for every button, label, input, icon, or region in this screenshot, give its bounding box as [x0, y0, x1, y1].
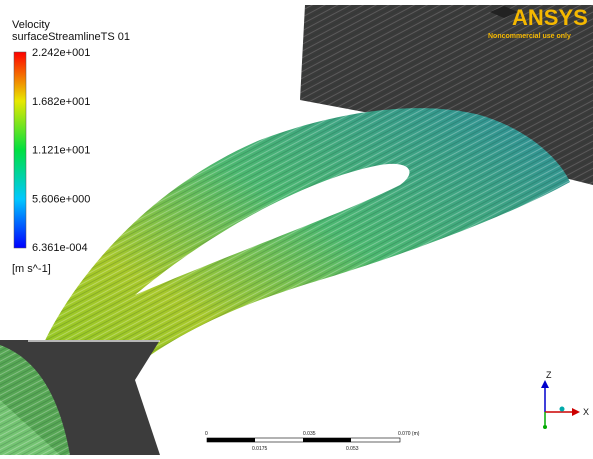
legend-unit: [m s^-1] [12, 263, 51, 275]
scale-label: 0 [205, 431, 208, 437]
legend-label: 5.606e+000 [32, 193, 90, 205]
legend-title: Velocity [12, 19, 50, 31]
legend-labels: 2.242e+001 1.682e+001 1.121e+001 5.606e+000… [32, 47, 90, 254]
legend-label: 1.682e+001 [32, 96, 90, 108]
logo-name: ANSYS [512, 5, 588, 30]
logo-note: Noncommercial use only [488, 33, 571, 40]
scale-label: 0.0175 [252, 446, 268, 452]
axis-label: X [583, 407, 589, 417]
scale-bar [207, 438, 400, 442]
scale-label: 0.053 [346, 446, 359, 452]
cfd-view: Velocity surfaceStreamlineTS 01 2.242e+0… [0, 0, 593, 459]
legend-label: 6.361e-004 [32, 242, 88, 254]
legend-label: 1.121e+001 [32, 145, 90, 157]
scale-label: 0.035 [303, 431, 316, 437]
legend-label: 2.242e+001 [32, 47, 90, 59]
legend-subtitle: surfaceStreamlineTS 01 [12, 31, 130, 43]
axis-triad [541, 380, 580, 429]
scale-label: 0.070 (m) [398, 431, 420, 437]
axis-label: Z [546, 370, 552, 380]
color-bar [14, 52, 26, 248]
